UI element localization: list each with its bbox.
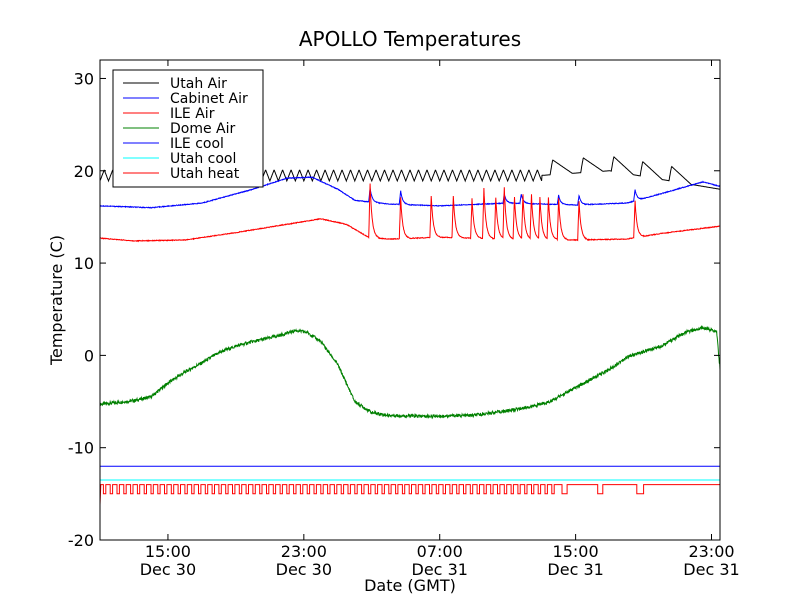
plot-frame (99, 59, 721, 541)
x-tick-label-date: Dec 30 (276, 560, 332, 579)
x-tick-label-time: 23:00 (281, 542, 327, 561)
x-tick-label-time: 15:00 (145, 542, 191, 561)
legend-label: Cabinet Air (170, 91, 248, 107)
x-tick-label-date: Dec 31 (412, 560, 468, 579)
legend-label: Utah Air (170, 76, 227, 92)
chart-title: APOLLO Temperatures (299, 27, 521, 51)
y-tick-label: 20 (74, 162, 94, 181)
y-tick-label: 0 (84, 346, 94, 365)
x-tick-label-time: 15:00 (553, 542, 599, 561)
y-tick-label: -10 (68, 439, 94, 458)
legend-label: Utah cool (170, 151, 236, 167)
series-line-utah-heat (100, 484, 720, 505)
series-line-ile-air (100, 183, 720, 243)
y-tick-label: 30 (74, 69, 94, 88)
legend-label: ILE cool (170, 136, 224, 152)
x-tick-label-time: 23:00 (688, 542, 734, 561)
x-tick-label-date: Dec 31 (683, 560, 739, 579)
y-axis-label: Temperature (C) (47, 235, 66, 366)
x-tick-label-date: Dec 30 (140, 560, 196, 579)
series-line-dome-air (100, 324, 720, 420)
x-axis-label: Date (GMT) (364, 576, 456, 595)
series-line-cabinet-air (100, 176, 720, 209)
legend-label: ILE Air (170, 106, 215, 122)
x-tick-label-time: 07:00 (417, 542, 463, 561)
legend-label: Utah heat (170, 166, 240, 182)
legend-label: Dome Air (170, 121, 236, 137)
y-tick-label: 10 (74, 254, 94, 273)
y-tick-label: -20 (68, 531, 94, 550)
x-tick-label-date: Dec 31 (547, 560, 603, 579)
